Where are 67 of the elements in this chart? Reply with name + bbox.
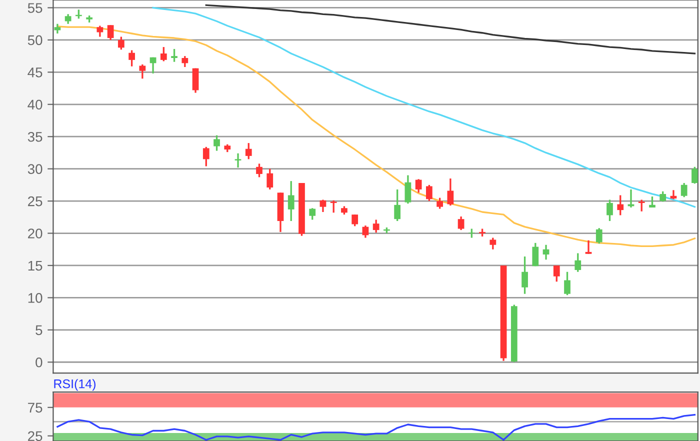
candlestick: [107, 24, 114, 41]
candlestick: [458, 216, 464, 231]
candlestick: [352, 214, 358, 228]
y-tick-label: 5: [36, 325, 42, 336]
candlestick: [447, 178, 454, 206]
candlestick: [64, 13, 72, 25]
y-tick-label: 10: [28, 293, 42, 303]
candlestick: [139, 64, 146, 80]
candlestick: [54, 23, 61, 34]
candlestick: [490, 236, 496, 250]
candlestick: [522, 256, 528, 295]
candlestick: [372, 218, 380, 234]
candlestick: [245, 142, 252, 160]
candlestick: [309, 207, 316, 221]
y-tick-label: 35: [28, 132, 42, 142]
line-series: [152, 6, 696, 208]
candlestick: [436, 196, 443, 210]
candlestick: [692, 166, 698, 184]
line-series: [56, 414, 696, 441]
candlestick: [394, 188, 401, 222]
candlestick: [564, 271, 570, 296]
candlestick: [266, 168, 274, 190]
candlestick: [606, 198, 613, 222]
candlestick: [617, 194, 624, 216]
y-tick-label: 55: [28, 3, 42, 13]
line-series: [205, 4, 696, 54]
candlestick: [574, 252, 582, 273]
candlestick: [468, 228, 475, 239]
candlestick: [160, 46, 167, 62]
candlestick: [330, 200, 337, 214]
chart-title: RSI(14): [54, 379, 96, 391]
candlestick: [362, 224, 369, 239]
candlestick: [182, 55, 188, 68]
candlestick: [118, 36, 124, 50]
candlestick: [128, 49, 135, 68]
candlestick: [553, 264, 560, 282]
y-tick-label: 30: [28, 164, 42, 174]
y-tick-label: 45: [28, 68, 42, 78]
candlestick: [680, 182, 688, 198]
candlestick: [532, 242, 539, 267]
y-tick-label: 40: [28, 100, 42, 110]
candlestick: [426, 184, 432, 202]
candlestick: [670, 189, 677, 200]
y-tick-label: 25: [28, 431, 42, 441]
candlestick: [415, 178, 422, 194]
y-tick-label: 20: [28, 228, 42, 238]
candlestick: [638, 198, 645, 212]
candlestick: [234, 152, 242, 168]
y-tick-label: 75: [28, 402, 42, 413]
candlestick: [256, 162, 262, 178]
candlestick: [171, 48, 178, 63]
candlestick: [288, 180, 294, 222]
candlestick: [192, 67, 199, 94]
y-tick-label: 15: [28, 260, 42, 271]
y-tick-label: 25: [28, 196, 42, 206]
y-tick-label: 50: [28, 35, 42, 46]
candlestick: [596, 227, 602, 244]
candlestick: [649, 196, 656, 208]
candlestick: [214, 134, 220, 152]
candlestick: [585, 240, 592, 255]
y-tick-label: 0: [36, 357, 42, 368]
candlestick: [202, 146, 210, 168]
candlestick: [404, 174, 412, 204]
candlestick: [660, 190, 666, 203]
candlestick: [320, 198, 326, 213]
candlestick: [96, 24, 104, 38]
candlestick: [542, 244, 550, 261]
